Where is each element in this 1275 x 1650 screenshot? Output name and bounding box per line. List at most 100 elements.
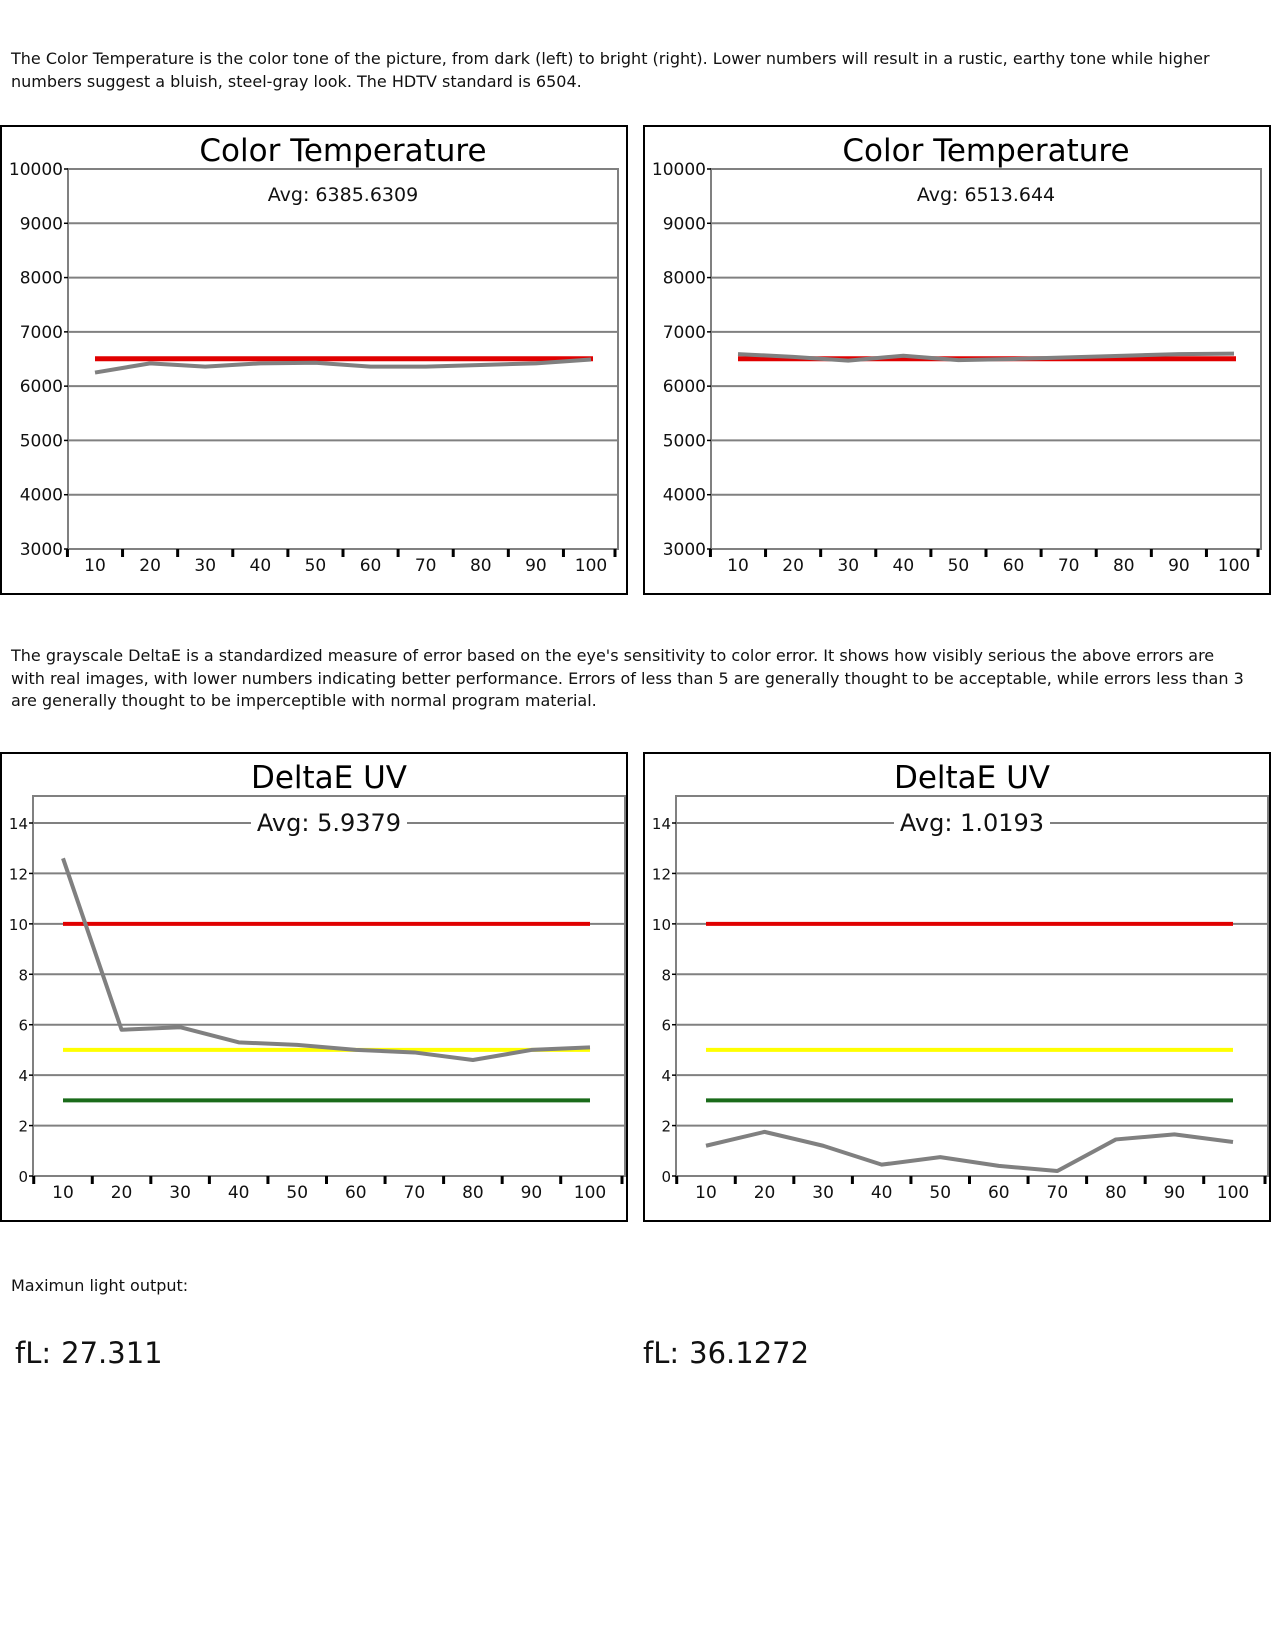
deltae-chart-right: 0 2 4 6 8 10 12 14 10 20 30 40 50 60 70 80 90 100 DeltaE U… — [643, 752, 1271, 1222]
y-tick-label: 10000 — [652, 160, 706, 180]
x-tick-label: 90 — [525, 556, 547, 576]
y-tick-label: 8 — [661, 966, 671, 984]
chart-title: DeltaE UV — [251, 760, 407, 796]
average-annotation: Avg: 6385.6309 — [268, 184, 418, 206]
y-tick-label: 4 — [661, 1067, 671, 1085]
annotation-background — [894, 809, 1050, 837]
x-tick-label: 20 — [754, 1183, 776, 1203]
color-temperature-chart-right: 3000 4000 5000 6000 7000 8000 9000 10000 10 20 30 4… — [643, 125, 1271, 595]
y-tick-label: 4 — [18, 1067, 28, 1085]
x-tick-label: 100 — [574, 1183, 606, 1203]
y-tick-label: 7000 — [663, 323, 706, 343]
light-output-unit: fL: — [15, 1336, 52, 1370]
y-tick-label: 14 — [9, 815, 28, 833]
y-tick-label: 6 — [18, 1017, 28, 1035]
y-tick-label: 10 — [9, 916, 28, 934]
average-annotation: Avg: 1.0193 — [900, 809, 1044, 837]
x-tick-label: 80 — [462, 1183, 484, 1203]
chart-title: DeltaE UV — [894, 760, 1050, 796]
color-temperature-chart-left: 3000 4000 5000 6000 7000 8000 9000 10000 10 20 30 4… — [0, 125, 628, 595]
y-tick-label: 2 — [18, 1118, 28, 1136]
y-tick-label: 5000 — [663, 431, 706, 451]
x-tick-label: 80 — [470, 556, 492, 576]
y-tick-label: 0 — [18, 1168, 28, 1186]
deltae-chart-left: 0 2 4 6 8 10 12 14 10 20 30 40 50 60 70 80 90 100 DeltaE U… — [0, 752, 628, 1222]
x-tick-label: 80 — [1105, 1183, 1127, 1203]
plot-area — [32, 795, 626, 1177]
y-tick-label: 12 — [9, 865, 28, 883]
y-tick-label: 3000 — [20, 540, 63, 560]
measured-series-line — [61, 857, 591, 1063]
chart-title: Color Temperature — [199, 133, 486, 169]
x-tick-label: 100 — [1218, 556, 1250, 576]
y-tick-label: 0 — [661, 1168, 671, 1186]
y-tick-label: 4000 — [663, 486, 706, 506]
x-tick-label: 50 — [929, 1183, 951, 1203]
x-tick-label: 90 — [1168, 556, 1190, 576]
x-tick-label: 40 — [871, 1183, 893, 1203]
y-tick-label: 5000 — [20, 431, 63, 451]
light-output-right: fL: 36.1272 — [643, 1336, 809, 1370]
y-tick-label: 9000 — [663, 214, 706, 234]
x-tick-label: 100 — [575, 556, 607, 576]
annotation-background — [251, 809, 407, 837]
chart-svg: 3000 4000 5000 6000 7000 8000 9000 10000 10 20 30 4… — [9, 133, 619, 576]
light-output-heading: Maximun light output: — [11, 1276, 189, 1295]
x-tick-label: 10 — [695, 1183, 717, 1203]
y-tick-label: 8 — [18, 966, 28, 984]
y-tick-label: 9000 — [20, 214, 63, 234]
y-tick-label: 2 — [661, 1118, 671, 1136]
y-tick-label: 12 — [652, 865, 671, 883]
x-tick-label: 20 — [111, 1183, 133, 1203]
y-tick-label: 4000 — [20, 486, 63, 506]
y-tick-label: 10 — [652, 916, 671, 934]
deltae-description: The grayscale DeltaE is a standardized m… — [11, 646, 1244, 710]
y-tick-label: 6000 — [20, 377, 63, 397]
x-tick-label: 40 — [893, 556, 915, 576]
x-tick-label: 10 — [727, 556, 749, 576]
chart-title: Color Temperature — [842, 133, 1129, 169]
measured-series-line — [94, 357, 592, 375]
x-tick-label: 90 — [1164, 1183, 1186, 1203]
x-tick-label: 70 — [415, 556, 437, 576]
y-tick-label: 7000 — [20, 323, 63, 343]
x-tick-label: 50 — [948, 556, 970, 576]
x-tick-label: 40 — [228, 1183, 250, 1203]
x-tick-label: 100 — [1217, 1183, 1249, 1203]
y-tick-label: 3000 — [663, 540, 706, 560]
average-annotation: Avg: 5.9379 — [257, 809, 401, 837]
light-output-value: 36.1272 — [689, 1336, 810, 1370]
x-tick-label: 60 — [988, 1183, 1010, 1203]
x-tick-label: 90 — [521, 1183, 543, 1203]
x-tick-label: 10 — [52, 1183, 74, 1203]
measured-series-line — [705, 1129, 1234, 1173]
x-tick-label: 40 — [250, 556, 272, 576]
x-tick-label: 20 — [139, 556, 161, 576]
x-tick-label: 60 — [360, 556, 382, 576]
light-output-unit: fL: — [643, 1336, 680, 1370]
measured-series-line — [737, 351, 1235, 363]
x-tick-label: 30 — [169, 1183, 191, 1203]
x-tick-label: 20 — [782, 556, 804, 576]
y-tick-label: 6 — [661, 1017, 671, 1035]
x-tick-label: 70 — [404, 1183, 426, 1203]
x-tick-label: 80 — [1113, 556, 1135, 576]
plot-area — [675, 795, 1269, 1177]
x-tick-label: 60 — [345, 1183, 367, 1203]
y-tick-label: 14 — [652, 815, 671, 833]
light-output-value: 27.311 — [61, 1336, 163, 1370]
color-temperature-description: The Color Temperature is the color tone … — [11, 49, 1210, 91]
x-tick-label: 70 — [1047, 1183, 1069, 1203]
y-tick-label: 8000 — [663, 269, 706, 289]
x-tick-label: 50 — [305, 556, 327, 576]
y-tick-label: 6000 — [663, 377, 706, 397]
y-tick-label: 10000 — [9, 160, 63, 180]
x-tick-label: 60 — [1003, 556, 1025, 576]
x-tick-label: 10 — [84, 556, 106, 576]
y-tick-label: 8000 — [20, 269, 63, 289]
light-output-left: fL: 27.311 — [15, 1336, 163, 1370]
average-annotation: Avg: 6513.644 — [917, 184, 1055, 206]
chart-svg: 0 2 4 6 8 10 12 14 10 20 30 40 50 60 70 80 90 100 DeltaE U… — [9, 760, 626, 1203]
x-tick-label: 50 — [286, 1183, 308, 1203]
x-tick-label: 30 — [812, 1183, 834, 1203]
